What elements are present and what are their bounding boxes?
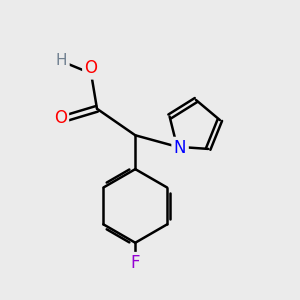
Text: O: O [54,109,67,127]
Text: H: H [56,53,68,68]
Text: N: N [174,139,186,157]
Text: O: O [85,59,98,77]
Text: F: F [130,254,140,272]
